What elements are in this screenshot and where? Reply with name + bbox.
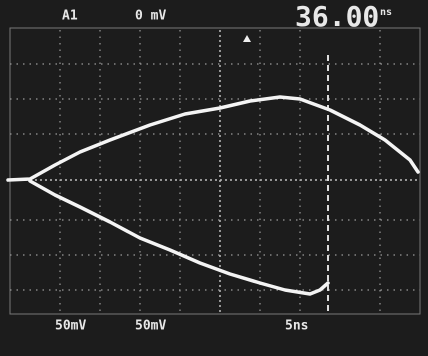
channel-2-scale: 50mV (135, 319, 166, 334)
channel-1-scale: 50mV (55, 319, 86, 334)
channel-label: A1 (62, 9, 78, 24)
offset-label: 0 mV (135, 9, 166, 24)
timebase-label: 5ns (285, 319, 308, 334)
time-readout: 36.00 (295, 0, 379, 33)
time-unit: ns (380, 7, 392, 18)
screen-background (0, 0, 428, 356)
oscilloscope-screen: A1 0 mV 36.00 ns 50mV 50mV 5ns (0, 0, 428, 356)
